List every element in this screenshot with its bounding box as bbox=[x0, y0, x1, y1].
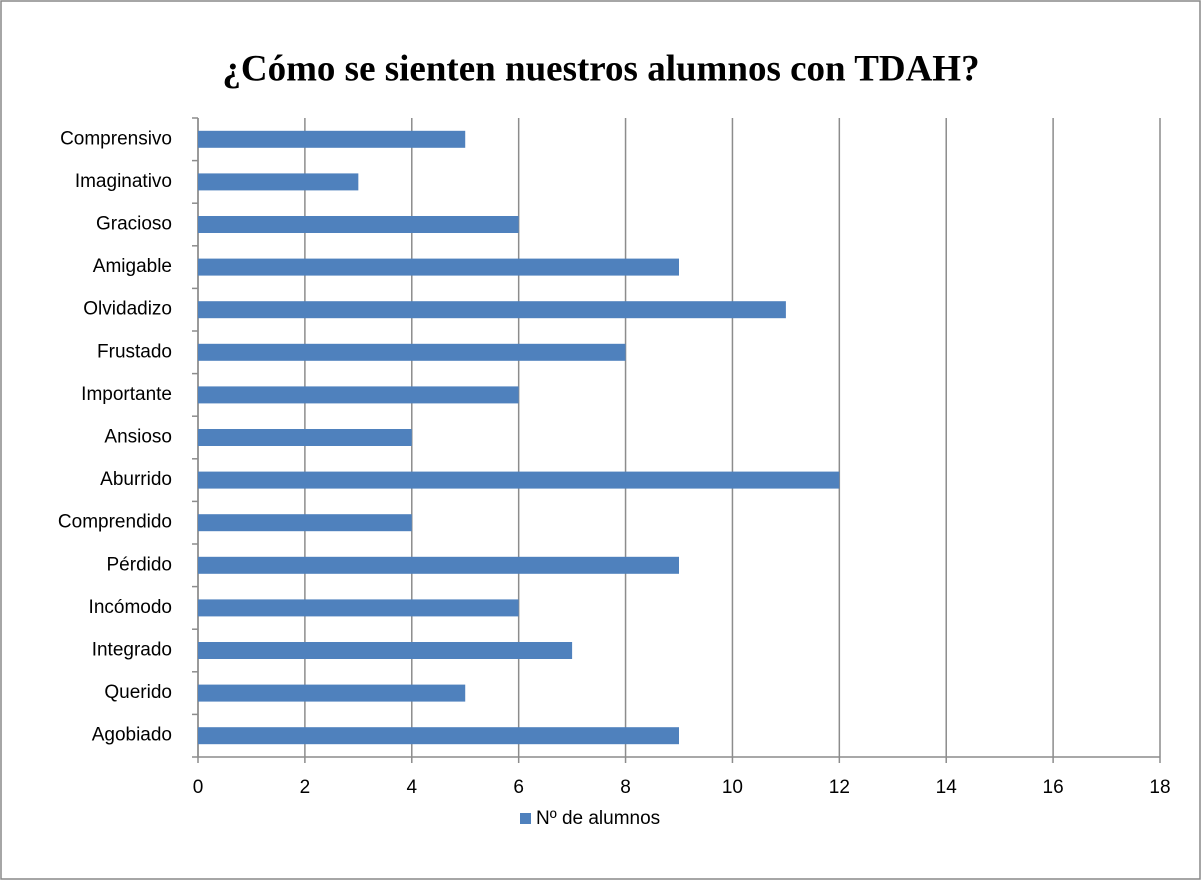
y-tick-label: Amigable bbox=[93, 256, 172, 277]
y-tick-label: Imaginativo bbox=[75, 171, 172, 192]
x-tick-label: 6 bbox=[513, 777, 524, 798]
y-tick-label: Incómodo bbox=[89, 597, 172, 618]
y-tick-label: Comprendido bbox=[58, 512, 172, 533]
x-tick-label: 18 bbox=[1149, 777, 1170, 798]
bar bbox=[198, 343, 626, 361]
x-tick-label: 12 bbox=[829, 777, 850, 798]
bar bbox=[198, 642, 573, 659]
y-tick-label: Comprensivo bbox=[60, 128, 172, 149]
y-tick-label: Integrado bbox=[92, 640, 172, 661]
bar bbox=[198, 556, 679, 574]
x-tick-label: 10 bbox=[722, 777, 743, 798]
y-tick-label: Querido bbox=[104, 682, 172, 703]
y-tick-label: Agobiado bbox=[92, 725, 172, 746]
chart-title: ¿Cómo se sienten nuestros alumnos con TD… bbox=[222, 48, 979, 89]
x-tick-label: 16 bbox=[1043, 777, 1064, 798]
y-tick-label: Ansioso bbox=[104, 427, 172, 448]
x-tick-label: 2 bbox=[300, 777, 311, 798]
y-tick-label: Olvidadizo bbox=[83, 299, 172, 320]
y-tick-label: Importante bbox=[81, 384, 172, 405]
bar bbox=[198, 429, 412, 446]
y-tick-label: Aburrido bbox=[100, 469, 172, 490]
y-tick-label: Gracioso bbox=[96, 214, 172, 235]
bar bbox=[198, 599, 519, 617]
y-tick-label: Frustado bbox=[97, 341, 172, 362]
x-tick-label: 14 bbox=[936, 777, 958, 798]
legend-label: Nº de alumnos bbox=[536, 808, 660, 829]
bar bbox=[198, 301, 786, 319]
bar bbox=[198, 258, 679, 276]
y-tick-label: Pérdido bbox=[107, 554, 173, 575]
bar bbox=[198, 514, 412, 532]
x-tick-label: 4 bbox=[406, 777, 417, 798]
bar bbox=[198, 386, 519, 404]
x-tick-label: 8 bbox=[620, 777, 631, 798]
bar bbox=[198, 130, 466, 148]
bar bbox=[198, 173, 359, 191]
bar bbox=[198, 727, 679, 745]
legend-swatch bbox=[520, 813, 531, 824]
bar bbox=[198, 684, 466, 702]
x-tick-label: 0 bbox=[193, 777, 204, 798]
bar bbox=[198, 216, 519, 233]
bar bbox=[198, 471, 840, 489]
